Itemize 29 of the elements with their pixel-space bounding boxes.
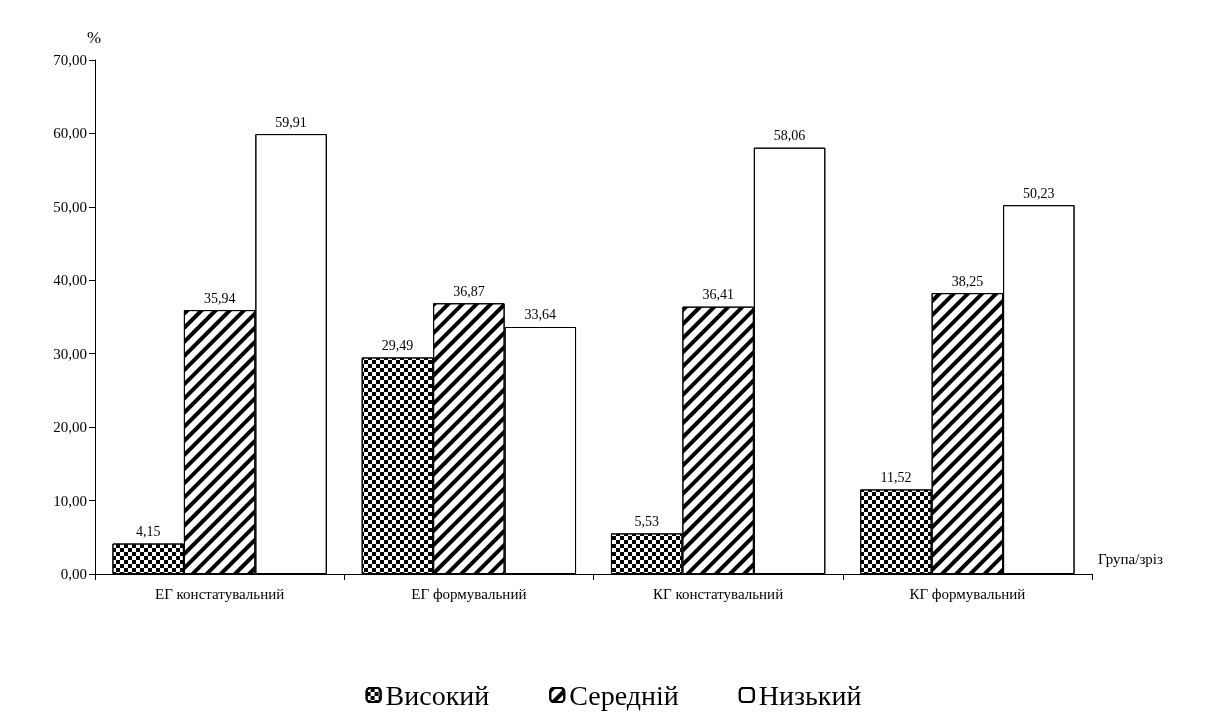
data-label: 11,52 xyxy=(880,469,912,485)
y-tick-label: 40,00 xyxy=(53,272,87,289)
data-label: 35,94 xyxy=(203,290,236,306)
data-label: 5,53 xyxy=(634,513,659,529)
data-label: 36,41 xyxy=(702,287,734,303)
y-tick-label: 10,00 xyxy=(53,492,87,509)
y-tick-label: 20,00 xyxy=(53,419,87,436)
y-axis-title: % xyxy=(87,28,102,47)
x-tick-label: ЕГ констатувальний xyxy=(155,585,285,602)
y-tick-label: 0,00 xyxy=(60,566,87,582)
x-tick-label: ЕГ формувальний xyxy=(411,585,527,602)
data-label: 59,91 xyxy=(275,114,307,130)
legend-label: Низький xyxy=(758,679,862,711)
y-tick-label: 70,00 xyxy=(53,52,87,68)
data-label: 58,06 xyxy=(773,128,806,144)
data-label: 29,49 xyxy=(381,337,414,353)
y-tick-label: 50,00 xyxy=(53,198,87,215)
y-tick-label: 60,00 xyxy=(53,125,87,142)
x-tick-label: КГ констатувальний xyxy=(653,585,784,602)
data-label: 33,64 xyxy=(524,307,557,323)
legend-label: Середній xyxy=(569,679,679,711)
data-label: 38,25 xyxy=(951,273,984,289)
y-tick-label: 30,00 xyxy=(53,345,87,362)
data-label: 36,87 xyxy=(453,283,485,299)
x-axis-title: Група/зріз xyxy=(1098,550,1163,567)
data-label: 4,15 xyxy=(135,524,161,540)
x-tick-label: КГ формувальний xyxy=(909,585,1026,602)
legend-label: Високий xyxy=(385,679,490,711)
data-label: 50,23 xyxy=(1023,185,1055,201)
